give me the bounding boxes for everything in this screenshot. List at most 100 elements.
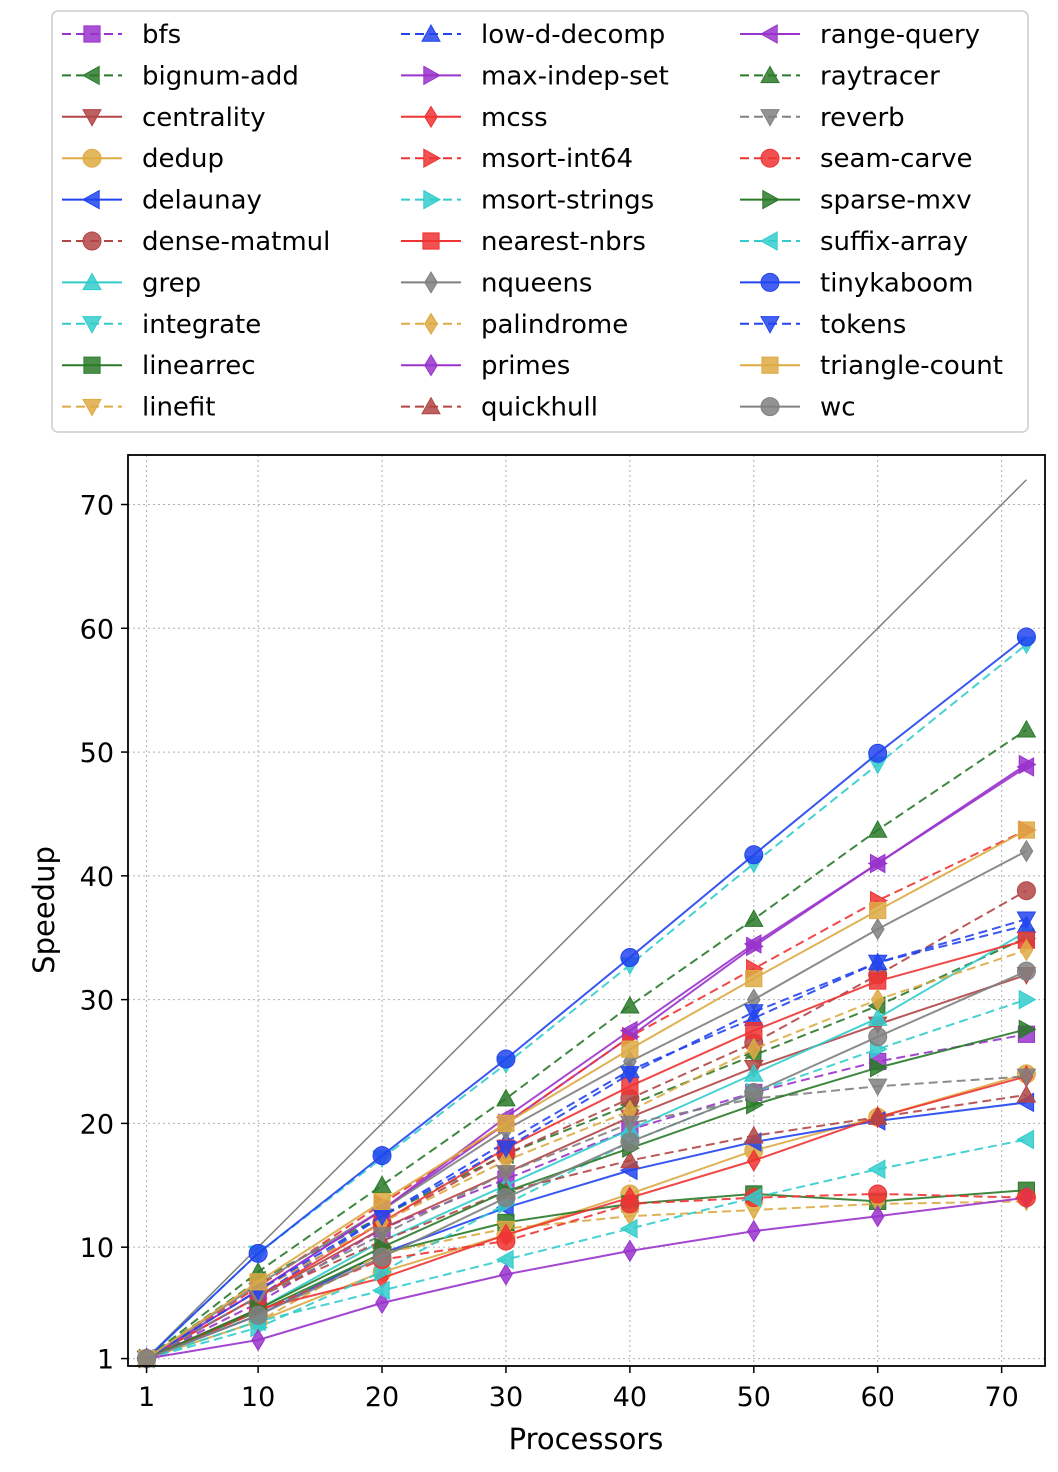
data-point	[251, 1328, 266, 1352]
legend-entry: dedup	[62, 144, 224, 174]
data-point	[497, 1114, 515, 1132]
data-point	[867, 1078, 888, 1097]
legend-label: bignum-add	[142, 61, 299, 91]
series-line-triangle-count	[146, 829, 1027, 1360]
data-point	[496, 1049, 516, 1069]
data-point	[868, 743, 888, 763]
data-point	[372, 1280, 390, 1301]
series-line-low-d-decomp	[146, 924, 1027, 1360]
series-line-integrate	[145, 643, 1028, 1360]
legend-marker	[760, 65, 780, 84]
legend-entry: msort-int64	[401, 144, 633, 174]
data-point	[1016, 961, 1036, 981]
legend-marker	[760, 148, 780, 168]
series-line-nqueens	[146, 850, 1027, 1360]
legend-marker	[423, 148, 442, 169]
data-point	[249, 1273, 267, 1291]
y-tick-label: 10	[80, 1233, 114, 1264]
legend-marker	[759, 231, 778, 251]
data-point	[746, 1149, 761, 1172]
legend-marker	[424, 353, 438, 377]
series-line-msort-strings	[146, 998, 1027, 1360]
data-point	[743, 1004, 764, 1023]
legend-marker	[82, 272, 102, 291]
data-point	[373, 1192, 391, 1210]
data-point	[867, 1008, 888, 1026]
legend-entry: delaunay	[62, 186, 262, 216]
legend-label: seam-carve	[820, 144, 972, 174]
data-point	[1016, 881, 1036, 901]
legend-entry: tokens	[740, 310, 906, 340]
legend-entry: integrate	[62, 310, 261, 340]
legend-label: quickhull	[481, 393, 598, 423]
y-tick-label: 70	[80, 491, 114, 522]
legend-entry: seam-carve	[740, 144, 972, 174]
data-point	[622, 1239, 637, 1263]
y-tick-label: 1	[97, 1345, 114, 1376]
series-triangle-count	[137, 821, 1036, 1368]
data-point	[1016, 911, 1037, 930]
y-tick-label: 50	[80, 738, 114, 769]
data-point	[870, 1057, 888, 1078]
legend-label: nearest-nbrs	[481, 227, 646, 257]
data-point	[1016, 1188, 1036, 1208]
data-point	[1017, 821, 1036, 839]
data-point	[1019, 938, 1034, 962]
legend-entry: msort-strings	[401, 186, 654, 216]
legend-entry: sparse-mxv	[740, 186, 972, 216]
x-axis-title: Processors	[509, 1422, 664, 1456]
series-line-nearest-nbrs	[146, 939, 1027, 1360]
y-tick-label: 60	[80, 614, 114, 645]
legend-marker	[760, 316, 780, 334]
legend-entry: linefit	[62, 393, 216, 423]
legend-entry: dense-matmul	[62, 227, 330, 257]
data-point	[496, 1188, 516, 1208]
legend-label: raytracer	[820, 61, 940, 91]
legend-label: palindrome	[481, 310, 628, 340]
series-line-tinykaboom	[145, 636, 1028, 1360]
data-point	[496, 1165, 516, 1183]
series-wc	[137, 961, 1036, 1369]
data-point	[867, 954, 888, 973]
series-line-raytracer	[145, 728, 1027, 1360]
x-tick-label: 30	[489, 1382, 523, 1413]
legend-marker	[82, 148, 102, 168]
data-point	[620, 1115, 640, 1134]
x-tick-label: 70	[984, 1382, 1018, 1413]
legend-marker	[81, 189, 100, 210]
x-tick-label: 40	[613, 1382, 647, 1413]
data-point	[496, 1088, 516, 1107]
legend-label: triangle-count	[820, 351, 1003, 381]
y-tick-label: 20	[80, 1109, 114, 1140]
data-point	[372, 1175, 392, 1193]
legend-entry: low-d-decomp	[401, 20, 665, 50]
data-point	[1019, 839, 1034, 863]
legend-entry: centrality	[62, 103, 266, 133]
legend-entry: raytracer	[740, 61, 940, 91]
legend-label: low-d-decomp	[481, 20, 665, 50]
legend-entry: bfs	[62, 20, 181, 50]
series-line-wc	[146, 970, 1027, 1360]
data-point	[620, 1132, 640, 1152]
series-line-seam-carve	[146, 1192, 1027, 1360]
data-point	[867, 1159, 886, 1180]
data-point	[1016, 719, 1037, 738]
legend-entry: max-indep-set	[401, 61, 669, 91]
data-point	[621, 1040, 639, 1058]
legend-label: msort-int64	[481, 144, 633, 174]
ideal-speedup-line	[146, 479, 1027, 1360]
data-point	[372, 1146, 392, 1166]
data-point	[1016, 627, 1036, 647]
y-axis-title: Speedup	[27, 846, 61, 974]
legend-entry: triangle-count	[740, 351, 1003, 381]
data-point	[744, 845, 764, 865]
data-point	[372, 1247, 392, 1267]
legend-entry: bignum-add	[62, 61, 299, 91]
series-suffix-array	[136, 1129, 1035, 1369]
data-point	[746, 1219, 761, 1243]
legend-label: suffix-array	[820, 227, 968, 257]
series-raytracer	[136, 719, 1037, 1367]
data-point	[744, 1082, 764, 1102]
legend-marker	[424, 105, 438, 129]
legend-marker	[760, 109, 780, 127]
